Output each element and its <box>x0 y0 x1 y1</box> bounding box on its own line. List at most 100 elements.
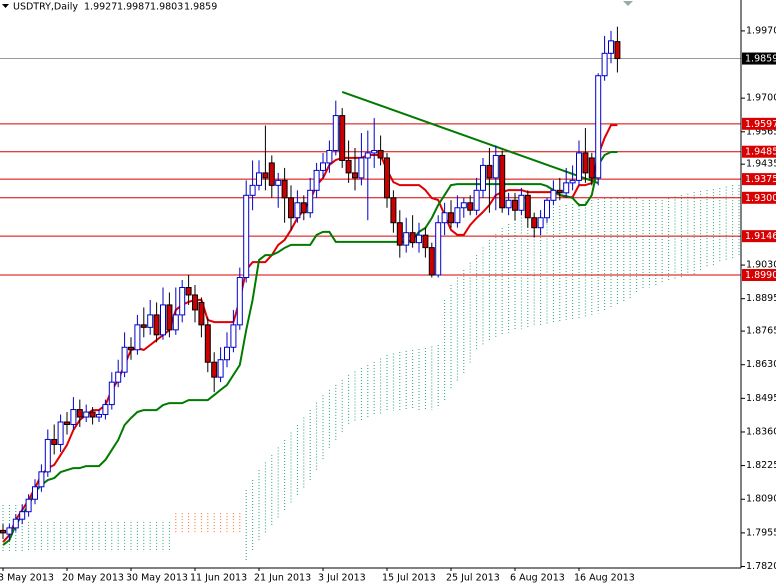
level-label-box <box>742 269 776 282</box>
candle-body <box>153 314 160 336</box>
candle-body <box>313 169 320 191</box>
candle-body <box>211 361 218 378</box>
candle-body <box>89 411 96 418</box>
candle-body <box>185 286 192 296</box>
candle-body <box>563 182 570 194</box>
x-tick-label: 20 May 2013 <box>62 573 124 584</box>
y-tick-label: 1.9565 <box>746 126 776 137</box>
level-label: 1.9597 <box>745 119 776 130</box>
candle-body <box>576 152 582 181</box>
y-tick-label: 1.9970 <box>746 25 776 36</box>
candle-body <box>121 346 128 373</box>
candle-body <box>371 149 378 154</box>
y-tick-label: 1.8225 <box>746 460 776 471</box>
scroll-marker[interactable] <box>623 1 633 6</box>
level-label: 1.8990 <box>745 270 776 281</box>
candle-body <box>217 359 224 378</box>
candle-body <box>544 199 550 219</box>
level-label-box <box>742 145 776 158</box>
candle-body <box>288 197 294 219</box>
level-label: 1.9375 <box>745 174 776 185</box>
candle-body <box>102 404 109 416</box>
y-tick-label: 1.9435 <box>746 159 776 170</box>
candle-body <box>595 75 602 179</box>
candle-body <box>300 202 307 214</box>
candle-body <box>64 421 70 426</box>
y-tick-label: 1.9700 <box>746 93 776 104</box>
candle-body <box>96 414 102 418</box>
candle-body <box>524 194 531 219</box>
candle-body <box>198 301 205 326</box>
candle-body <box>236 277 243 326</box>
candle-body <box>230 324 237 348</box>
candle-body <box>204 324 211 363</box>
x-tick-label: 3 May 2013 <box>0 573 54 584</box>
candle-body <box>147 314 154 328</box>
candle-body <box>281 179 288 199</box>
level-label: 1.9300 <box>745 193 776 204</box>
candle-body <box>134 324 141 351</box>
candle-body <box>467 202 474 211</box>
candle-body <box>179 286 186 316</box>
candle-body <box>480 164 486 191</box>
level-label-box <box>742 173 776 186</box>
y-tick-label: 1.8895 <box>746 293 776 304</box>
header-low: 1.9803 <box>150 2 183 13</box>
candle-body <box>243 194 250 279</box>
x-tick-label: 21 Jun 2013 <box>254 573 311 584</box>
candle-body <box>70 409 77 426</box>
x-tick-label: 3 Jul 2013 <box>318 573 366 584</box>
candle-body <box>224 346 230 361</box>
candle-body <box>608 40 614 54</box>
y-tick-label: 1.8765 <box>746 326 776 337</box>
chart-title: USDTRY,Daily <box>13 2 78 13</box>
candle-body <box>192 294 198 311</box>
candle-body <box>0 529 6 534</box>
candle-body <box>339 115 346 161</box>
y-tick-label: 1.8090 <box>746 494 776 505</box>
candle-body <box>307 189 314 214</box>
candle-body <box>556 189 563 194</box>
y-tick-label: 1.7955 <box>746 527 776 538</box>
candle-body <box>390 197 397 224</box>
candle-body <box>44 438 51 473</box>
candle-body <box>108 381 115 406</box>
header-open: 1.9927 <box>84 2 117 13</box>
candle-body <box>57 421 64 445</box>
candle-body <box>294 202 301 219</box>
candle-body <box>275 179 282 186</box>
candle-body <box>332 115 339 151</box>
menu-arrow[interactable] <box>2 4 9 8</box>
candle-body <box>32 486 38 500</box>
candle-body <box>377 149 384 159</box>
candle-body <box>256 172 262 186</box>
candle-body <box>486 164 493 179</box>
candle-body <box>460 202 467 209</box>
candle-body <box>550 189 557 201</box>
candle-body <box>115 371 122 383</box>
candle-body <box>172 314 179 331</box>
candle-body <box>582 152 589 174</box>
candle-body <box>262 172 269 179</box>
y-tick-label: 1.8630 <box>746 359 776 370</box>
price-label: 1.9859 <box>745 54 776 65</box>
candle-body <box>25 498 32 513</box>
candle-body <box>588 157 595 179</box>
price-label-box <box>742 52 776 65</box>
candle-body <box>435 222 442 276</box>
candle-body <box>83 411 90 418</box>
candle-body <box>364 152 371 159</box>
kijun-line <box>2 151 618 546</box>
candle-body <box>518 194 525 211</box>
candle-body <box>537 217 544 229</box>
candle-body <box>428 247 435 276</box>
y-tick-label: 1.7820 <box>746 561 776 572</box>
trendline <box>341 90 599 185</box>
candle-body <box>416 234 422 244</box>
candle-body <box>409 232 416 244</box>
candle-body <box>403 232 410 246</box>
candle-body <box>422 234 429 249</box>
candle-body <box>358 157 365 179</box>
